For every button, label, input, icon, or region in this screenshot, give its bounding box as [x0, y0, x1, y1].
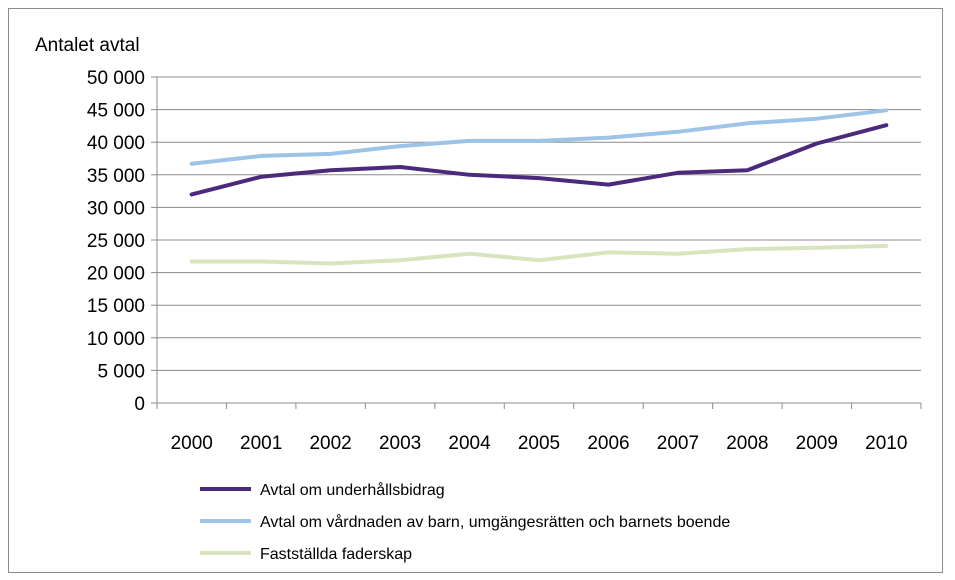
legend-label: Fastställda faderskap — [260, 546, 412, 563]
x-tick-labels: 2000 2001 2002 2003 2004 2005 2006 2007 2008 2009… — [171, 433, 908, 454]
y-tick-label: 50 000 — [87, 68, 145, 89]
x-tick-label: 2002 — [309, 433, 351, 454]
x-tick-label: 2010 — [865, 433, 907, 454]
y-axis-label: Antalet avtal — [35, 35, 140, 56]
x-tick-label: 2001 — [240, 433, 282, 454]
series-lines — [189, 108, 889, 266]
y-tick-label: 10 000 — [87, 329, 145, 350]
x-tick-label: 2003 — [379, 433, 421, 454]
y-tick-label: 5 000 — [97, 361, 145, 382]
series-line-3 — [189, 243, 889, 266]
y-tick-label: 15 000 — [87, 296, 145, 317]
y-tick-label: 20 000 — [87, 264, 145, 285]
y-tick-label: 45 000 — [87, 101, 145, 122]
y-tick-label: 40 000 — [87, 133, 145, 154]
legend-label: Avtal om underhållsbidrag — [260, 481, 445, 499]
x-tick-label: 2000 — [171, 433, 213, 454]
y-tick-label: 25 000 — [87, 231, 145, 252]
axes — [151, 76, 922, 409]
y-tick-label: 35 000 — [87, 166, 145, 187]
x-tick-label: 2004 — [448, 433, 491, 454]
gridlines — [157, 76, 921, 371]
x-tick-label: 2009 — [796, 433, 838, 454]
series-line-2 — [189, 108, 889, 166]
series-line-1 — [189, 123, 889, 197]
chart-frame — [8, 8, 943, 573]
x-tick-label: 2005 — [518, 433, 560, 454]
y-tick-label: 30 000 — [87, 198, 145, 219]
x-tick-label: 2006 — [587, 433, 629, 454]
x-tick-label: 2008 — [726, 433, 768, 454]
y-tick-labels: 0 5 000 10 000 15 000 20 000 25 000 30 000 35 0… — [87, 68, 145, 415]
x-tick-label: 2007 — [657, 433, 699, 454]
legend: Avtal om underhållsbidrag Avtal om vårdna… — [200, 481, 730, 563]
legend-label: Avtal om vårdnaden av barn, umgängesrätt… — [260, 513, 730, 531]
y-tick-label: 0 — [134, 394, 145, 415]
